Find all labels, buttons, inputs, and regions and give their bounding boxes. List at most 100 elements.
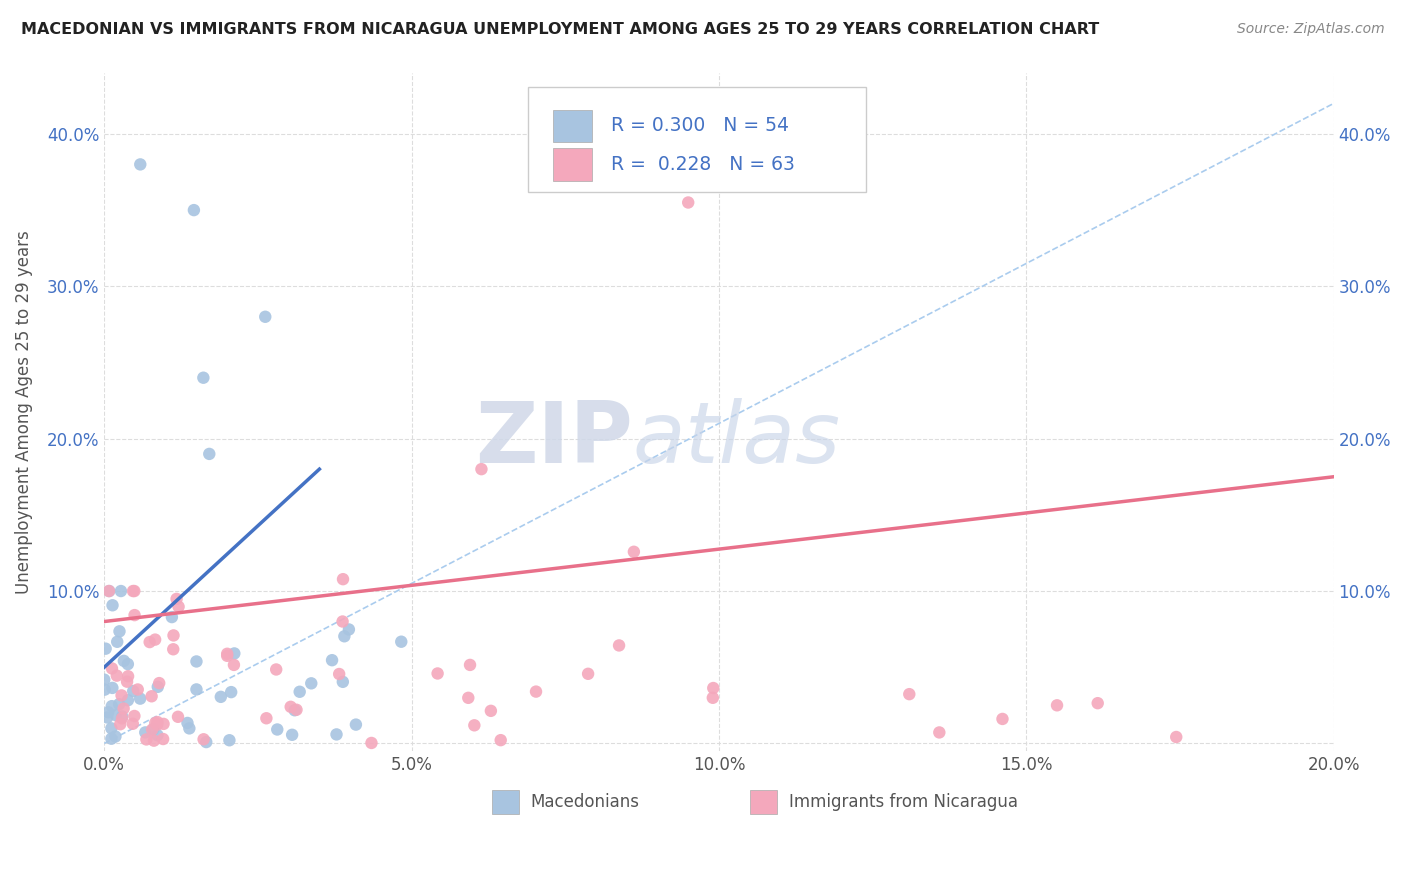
Point	[284, 703, 307, 717]
Point	[100, 731, 122, 746]
Point	[209, 690, 232, 704]
Point	[337, 623, 360, 637]
Point	[328, 667, 350, 681]
Point	[281, 728, 304, 742]
Point	[124, 709, 146, 723]
Point	[321, 653, 343, 667]
Point	[218, 733, 240, 747]
Text: MACEDONIAN VS IMMIGRANTS FROM NICARAGUA UNEMPLOYMENT AMONG AGES 25 TO 29 YEARS C: MACEDONIAN VS IMMIGRANTS FROM NICARAGUA …	[21, 22, 1099, 37]
Point	[623, 545, 645, 559]
Point	[96, 710, 118, 724]
Point	[332, 615, 354, 629]
Point	[224, 647, 246, 661]
Point	[299, 676, 322, 690]
Point	[122, 584, 145, 599]
Point	[105, 634, 128, 648]
Point	[285, 703, 308, 717]
Point	[121, 716, 143, 731]
Text: ZIP: ZIP	[475, 398, 633, 481]
Point	[470, 462, 492, 476]
Point	[124, 584, 146, 599]
Point	[332, 572, 354, 586]
Point	[463, 718, 485, 732]
Point	[360, 736, 382, 750]
Text: R =  0.228   N = 63: R = 0.228 N = 63	[610, 155, 794, 174]
Point	[176, 715, 198, 730]
Point	[222, 657, 245, 672]
Point	[97, 584, 120, 599]
Point	[576, 666, 599, 681]
Point	[101, 681, 124, 695]
Point	[146, 680, 169, 694]
Point	[254, 310, 277, 324]
Point	[129, 157, 152, 171]
Point	[93, 673, 115, 687]
Point	[217, 647, 239, 661]
Point	[186, 682, 208, 697]
Point	[135, 732, 157, 747]
Point	[104, 730, 127, 744]
Point	[524, 684, 547, 698]
Point	[193, 370, 215, 384]
Point	[179, 722, 201, 736]
Point	[110, 717, 132, 731]
Y-axis label: Unemployment Among Ages 25 to 29 years: Unemployment Among Ages 25 to 29 years	[15, 230, 32, 594]
Point	[108, 624, 131, 639]
Text: atlas: atlas	[633, 398, 841, 481]
Point	[110, 689, 132, 703]
Point	[426, 666, 449, 681]
FancyBboxPatch shape	[553, 148, 592, 181]
Point	[115, 674, 138, 689]
Point	[129, 691, 152, 706]
Point	[457, 690, 479, 705]
Point	[344, 717, 367, 731]
Point	[193, 732, 215, 747]
Point	[458, 657, 481, 672]
Point	[141, 723, 163, 737]
Point	[117, 669, 139, 683]
Text: R = 0.300   N = 54: R = 0.300 N = 54	[610, 116, 789, 136]
Point	[142, 733, 165, 747]
Point	[100, 699, 122, 714]
Point	[141, 690, 163, 704]
Point	[898, 687, 921, 701]
Point	[148, 676, 170, 690]
Point	[146, 728, 169, 742]
Point	[142, 723, 165, 737]
Point	[183, 203, 205, 218]
Point	[333, 629, 356, 643]
Text: Macedonians: Macedonians	[531, 793, 640, 811]
Point	[108, 697, 131, 711]
Point	[124, 608, 146, 623]
Point	[104, 708, 127, 723]
Point	[702, 681, 724, 695]
Point	[117, 657, 139, 672]
Point	[162, 642, 184, 657]
FancyBboxPatch shape	[749, 790, 776, 814]
Point	[264, 663, 287, 677]
Point	[111, 709, 134, 723]
FancyBboxPatch shape	[492, 790, 519, 814]
Point	[676, 195, 699, 210]
Point	[100, 722, 122, 736]
Point	[219, 685, 242, 699]
Point	[1087, 696, 1109, 710]
Point	[332, 674, 354, 689]
Point	[928, 725, 950, 739]
Point	[122, 684, 145, 698]
Text: Immigrants from Nicaragua: Immigrants from Nicaragua	[789, 793, 1018, 811]
Point	[152, 732, 174, 747]
Point	[127, 682, 149, 697]
Text: Source: ZipAtlas.com: Source: ZipAtlas.com	[1237, 22, 1385, 37]
Point	[111, 711, 134, 725]
Point	[489, 733, 512, 747]
Point	[134, 725, 156, 739]
Point	[1166, 730, 1188, 744]
Point	[280, 699, 302, 714]
Point	[254, 711, 277, 725]
Point	[138, 635, 160, 649]
Point	[217, 648, 239, 663]
Point	[152, 717, 174, 731]
Point	[101, 599, 124, 613]
Point	[702, 690, 724, 705]
